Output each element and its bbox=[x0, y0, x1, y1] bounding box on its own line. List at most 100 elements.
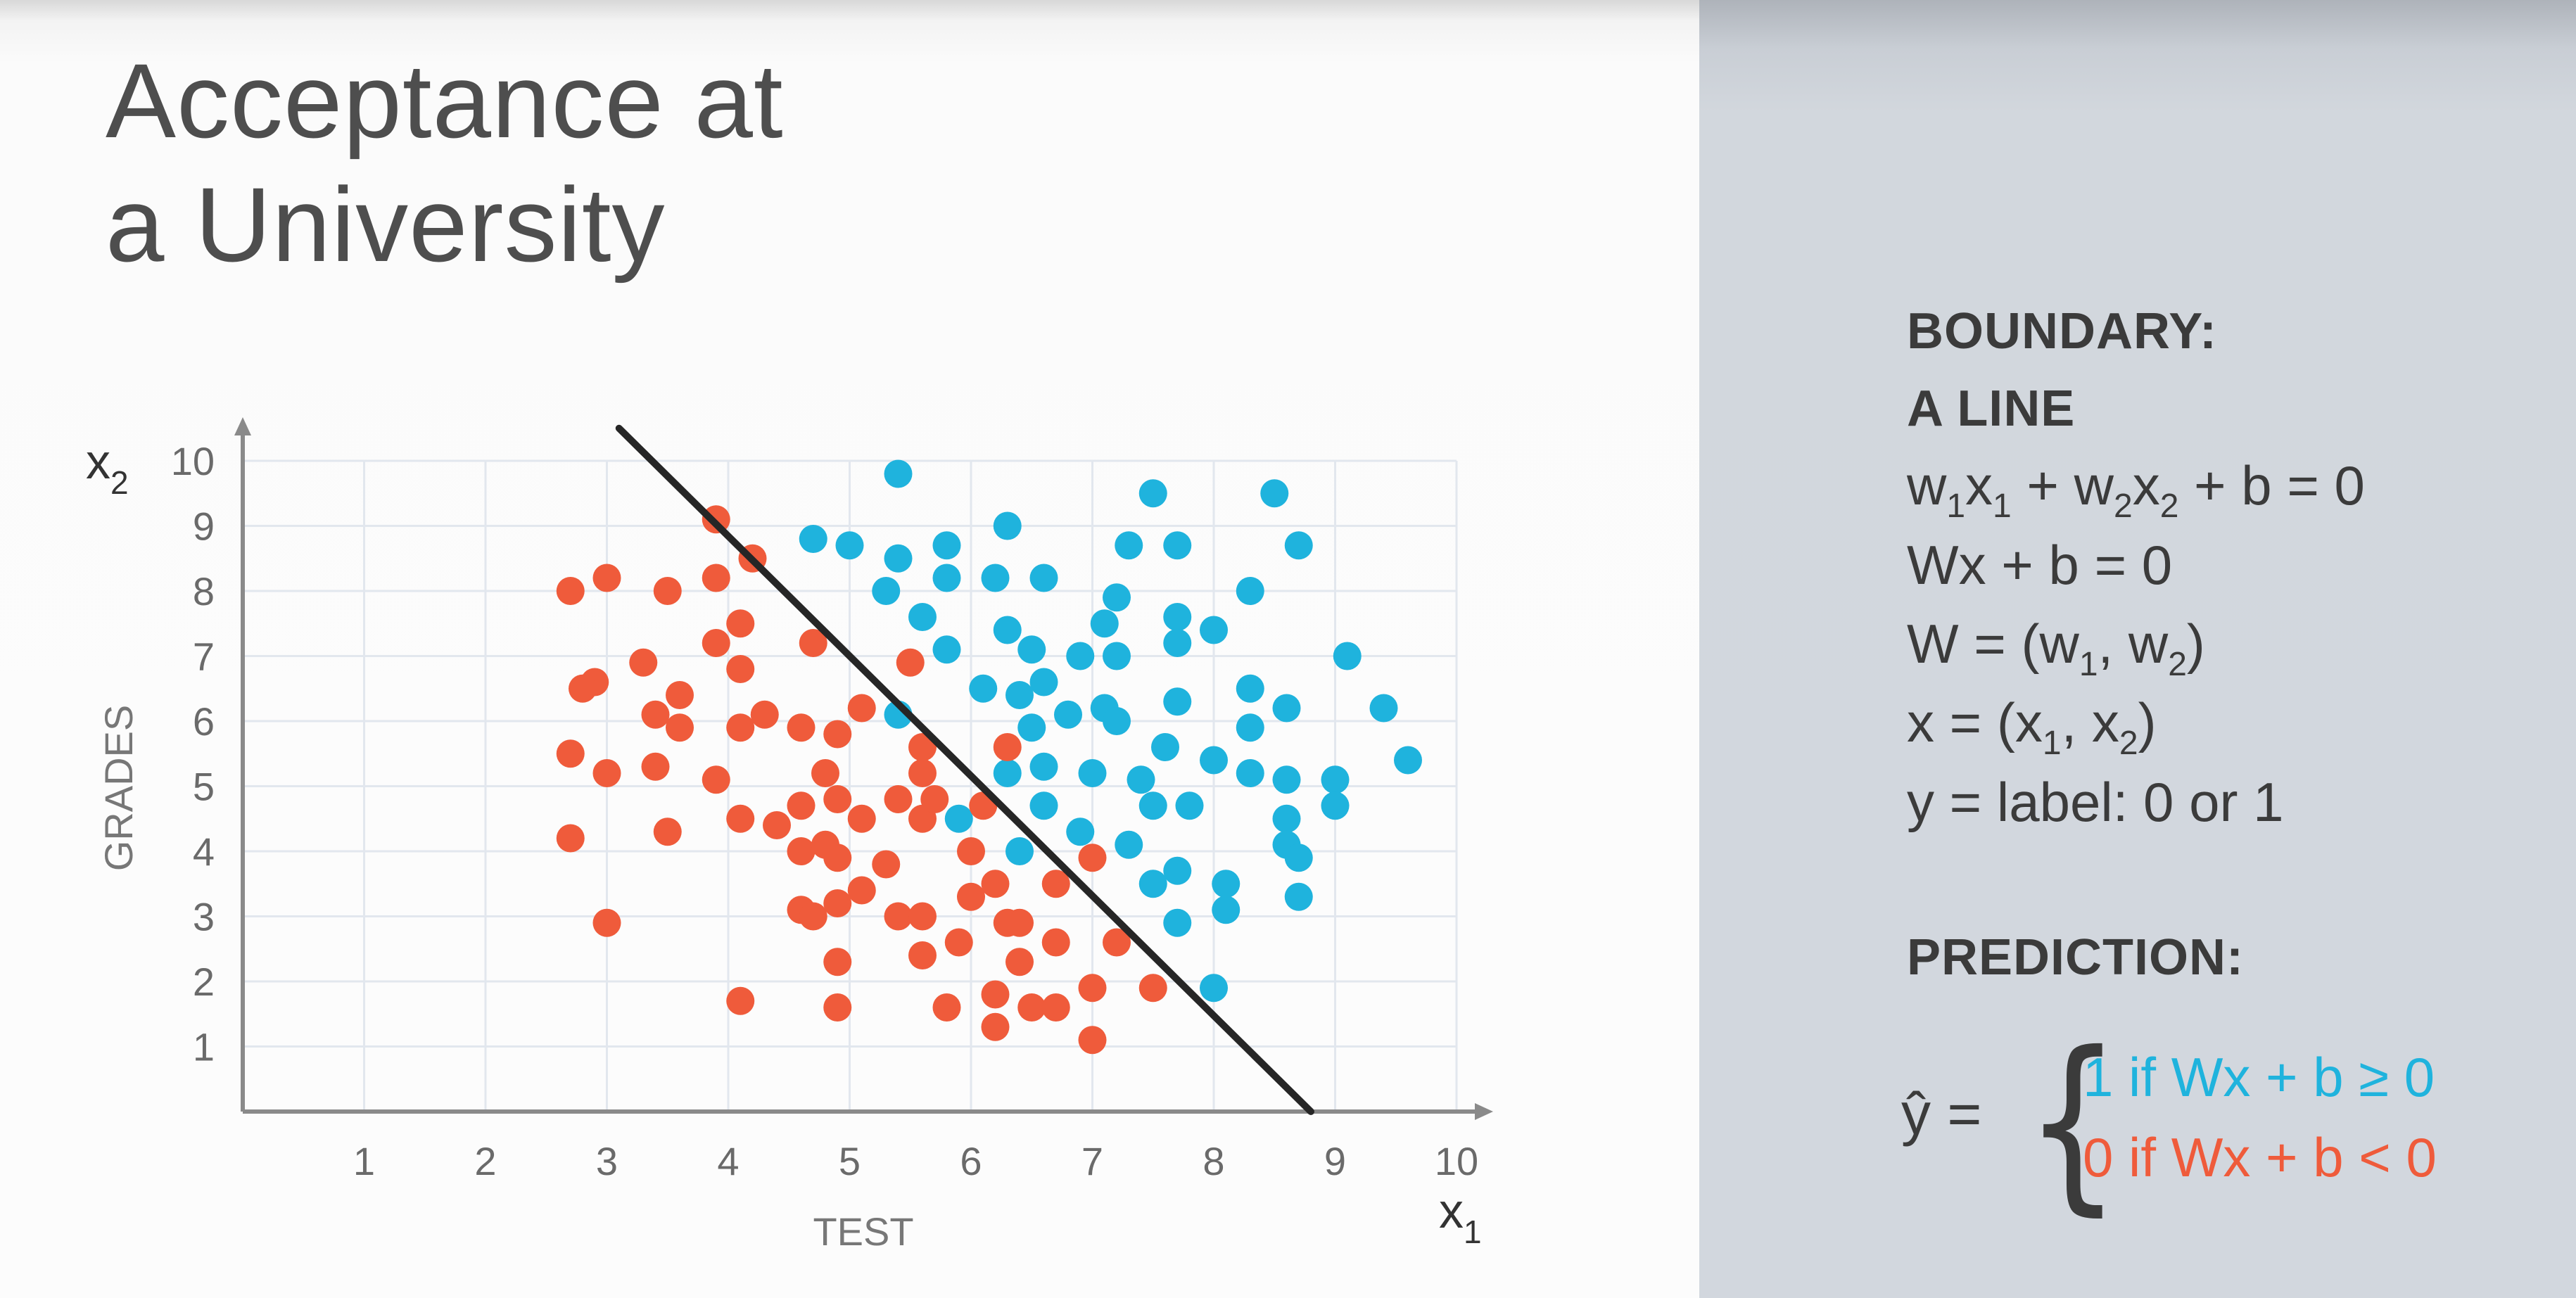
y-tick-label: 7 bbox=[193, 635, 215, 679]
point-label-0 bbox=[569, 674, 597, 703]
point-label-0 bbox=[908, 733, 937, 761]
point-label-1 bbox=[1200, 616, 1228, 644]
point-label-1 bbox=[1017, 635, 1046, 664]
point-label-0 bbox=[726, 609, 755, 638]
point-label-0 bbox=[908, 941, 937, 969]
prediction-case-1: 1 if Wx + b ≥ 0 bbox=[2083, 1046, 2435, 1108]
point-label-1 bbox=[1272, 804, 1301, 833]
point-label-0 bbox=[726, 804, 755, 833]
point-label-1 bbox=[1151, 733, 1179, 761]
y-axis-arrow bbox=[234, 417, 251, 435]
title-line-1: Acceptance at bbox=[106, 42, 784, 160]
point-label-0 bbox=[787, 837, 816, 865]
side-panel bbox=[1699, 0, 2576, 1298]
point-label-0 bbox=[556, 577, 585, 605]
x1-symbol-base: x bbox=[1439, 1183, 1464, 1238]
point-label-0 bbox=[1103, 928, 1131, 957]
y-tick-label: 6 bbox=[193, 699, 215, 744]
point-label-0 bbox=[981, 980, 1010, 1009]
point-label-1 bbox=[835, 531, 864, 560]
point-label-0 bbox=[1017, 993, 1046, 1022]
point-label-0 bbox=[993, 733, 1022, 761]
point-label-1 bbox=[1163, 687, 1192, 716]
point-label-1 bbox=[1103, 583, 1131, 612]
point-label-1 bbox=[1029, 564, 1058, 592]
point-label-1 bbox=[1260, 479, 1289, 508]
yhat-symbol: ŷ = bbox=[1901, 1081, 1982, 1147]
point-label-1 bbox=[932, 531, 961, 560]
point-label-0 bbox=[666, 713, 694, 742]
point-label-1 bbox=[1005, 681, 1034, 709]
equation-line-5: y = label: 0 or 1 bbox=[1907, 771, 2284, 833]
point-label-1 bbox=[1321, 765, 1350, 794]
point-label-0 bbox=[1078, 1026, 1107, 1055]
point-label-0 bbox=[823, 785, 852, 813]
point-label-1 bbox=[1212, 896, 1241, 924]
point-label-1 bbox=[1163, 856, 1192, 885]
point-label-0 bbox=[726, 713, 755, 742]
y-tick-label: 8 bbox=[193, 569, 215, 613]
point-label-1 bbox=[1138, 479, 1167, 508]
chart-axis-labels: TEST GRADES x1 x2 bbox=[86, 434, 1482, 1254]
point-label-0 bbox=[641, 700, 670, 729]
point-label-1 bbox=[944, 804, 973, 833]
point-label-0 bbox=[726, 986, 755, 1015]
point-label-0 bbox=[993, 908, 1022, 937]
y-tick-label: 5 bbox=[193, 765, 215, 809]
point-label-1 bbox=[1212, 870, 1241, 898]
point-label-0 bbox=[666, 681, 694, 709]
point-label-0 bbox=[823, 948, 852, 976]
y-tick-label: 1 bbox=[193, 1025, 215, 1069]
point-label-1 bbox=[1369, 694, 1398, 723]
equation-line-2: Wx + b = 0 bbox=[1907, 534, 2173, 596]
point-label-0 bbox=[556, 739, 585, 768]
point-label-0 bbox=[787, 791, 816, 820]
point-label-1 bbox=[1103, 642, 1131, 670]
point-label-0 bbox=[847, 804, 876, 833]
point-label-0 bbox=[799, 902, 827, 931]
point-label-1 bbox=[1066, 642, 1095, 670]
point-label-1 bbox=[1103, 707, 1131, 735]
point-label-0 bbox=[908, 759, 937, 787]
point-label-0 bbox=[641, 752, 670, 781]
equation-line-4: x = (x1, x2) bbox=[1907, 692, 2157, 762]
point-label-1 bbox=[1321, 791, 1350, 820]
point-label-1 bbox=[1017, 713, 1046, 742]
x-tick-label: 7 bbox=[1081, 1139, 1103, 1183]
point-label-0 bbox=[1041, 928, 1070, 957]
point-label-1 bbox=[1284, 844, 1313, 872]
point-label-1 bbox=[1078, 759, 1107, 787]
point-label-0 bbox=[908, 902, 937, 931]
point-label-0 bbox=[629, 648, 658, 677]
point-label-1 bbox=[1163, 531, 1192, 560]
point-label-0 bbox=[823, 993, 852, 1022]
point-label-1 bbox=[1236, 674, 1264, 703]
y-tick-label: 10 bbox=[171, 439, 215, 483]
boundary-subheading: A LINE bbox=[1907, 381, 2076, 437]
equation-line-3: W = (w1, w2) bbox=[1907, 613, 2205, 683]
x-tick-label: 6 bbox=[960, 1139, 982, 1183]
point-label-1 bbox=[993, 511, 1022, 540]
point-label-0 bbox=[1005, 948, 1034, 976]
point-label-1 bbox=[1127, 765, 1155, 794]
point-label-1 bbox=[1200, 974, 1228, 1003]
point-label-1 bbox=[1066, 817, 1095, 846]
point-label-0 bbox=[702, 564, 730, 592]
y-tick-label: 9 bbox=[193, 504, 215, 549]
point-label-1 bbox=[932, 635, 961, 664]
x1-axis-symbol: x1 bbox=[1439, 1183, 1482, 1250]
x-tick-label: 3 bbox=[596, 1139, 618, 1183]
x-tick-label: 2 bbox=[474, 1139, 496, 1183]
point-label-0 bbox=[1078, 974, 1107, 1003]
point-label-0 bbox=[592, 759, 621, 787]
point-label-1 bbox=[993, 759, 1022, 787]
point-label-1 bbox=[1005, 837, 1034, 865]
point-label-0 bbox=[799, 629, 827, 657]
x-tick-label: 9 bbox=[1324, 1139, 1346, 1183]
point-label-1 bbox=[1163, 629, 1192, 657]
point-label-0 bbox=[1138, 974, 1167, 1003]
x-tick-label: 5 bbox=[839, 1139, 861, 1183]
point-label-1 bbox=[1115, 830, 1143, 859]
point-label-1 bbox=[799, 525, 827, 553]
y-axis-label: GRADES bbox=[96, 705, 141, 872]
